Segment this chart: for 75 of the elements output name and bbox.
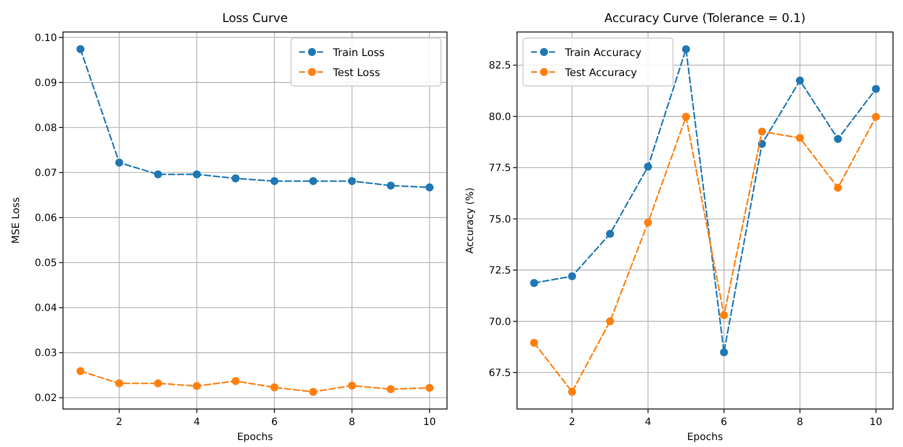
x-tick-label: 6 (271, 417, 278, 428)
y-tick-label: 67.5 (488, 368, 511, 380)
point (309, 388, 318, 396)
point (426, 384, 434, 392)
legend-label: Test Accuracy (564, 67, 637, 79)
y-tick-label: 0.02 (34, 393, 57, 404)
y-tick-label: 0.06 (34, 213, 57, 224)
point (606, 317, 614, 326)
chart-title: Loss Curve (222, 11, 288, 25)
point (644, 218, 652, 227)
x-tick-label: 8 (348, 417, 356, 428)
point (568, 388, 576, 396)
point (796, 76, 804, 85)
y-axis-title: Accuracy (%) (465, 187, 476, 254)
legend-label: Train Accuracy (564, 47, 642, 59)
point (796, 134, 804, 142)
point (530, 278, 538, 287)
point (568, 272, 576, 280)
x-tick-label: 8 (796, 417, 804, 428)
point (386, 182, 395, 190)
x-tick-label: 6 (720, 417, 728, 428)
point (644, 162, 652, 171)
point (834, 184, 842, 192)
x-tick-label: 10 (423, 417, 436, 428)
y-tick-label: 75.0 (488, 214, 511, 226)
point (426, 183, 434, 192)
y-tick-label: 80.0 (488, 112, 511, 123)
point (232, 174, 240, 182)
point (76, 45, 84, 54)
y-tick-label: 0.03 (34, 348, 57, 360)
point (270, 383, 278, 392)
y-tick-label: 0.05 (34, 258, 57, 270)
legend-label: Test Loss (332, 67, 380, 79)
y-axis-title: MSE Loss (11, 197, 22, 244)
x-axis-title: Epochs (687, 432, 723, 443)
point (872, 84, 880, 93)
y-tick-label: 0.10 (34, 32, 57, 44)
y-tick-label: 0.09 (34, 78, 57, 89)
x-tick-label: 2 (116, 417, 122, 428)
point (348, 177, 356, 186)
y-tick-label: 0.08 (34, 122, 57, 134)
point (834, 134, 842, 143)
legend-label: Train Loss (332, 47, 385, 59)
point (530, 338, 538, 347)
y-tick-label: 72.5 (488, 266, 511, 277)
x-tick-label: 4 (194, 417, 200, 428)
y-tick-label: 70.0 (488, 316, 511, 328)
point (115, 158, 124, 167)
point (720, 311, 728, 320)
y-tick-label: 82.5 (488, 60, 511, 72)
x-tick-label: 10 (870, 417, 882, 428)
point (232, 377, 240, 386)
point (76, 367, 84, 376)
point (758, 128, 766, 136)
chart-title: Accuracy Curve (Tolerance = 0.1) (604, 11, 806, 25)
point (270, 177, 278, 186)
point (115, 379, 124, 388)
point (154, 379, 162, 388)
y-tick-label: 0.04 (34, 303, 57, 314)
x-tick-label: 4 (644, 417, 652, 428)
x-axis-title: Epochs (237, 432, 273, 443)
y-tick-label: 77.5 (488, 163, 511, 174)
point (192, 382, 201, 390)
point (872, 112, 880, 121)
x-tick-label: 2 (568, 417, 576, 428)
point (309, 177, 318, 186)
point (192, 170, 201, 178)
y-tick-label: 0.07 (34, 168, 57, 180)
point (154, 170, 162, 178)
point (386, 385, 395, 394)
point (720, 348, 728, 356)
point (682, 112, 690, 121)
point (682, 45, 690, 54)
point (348, 382, 356, 390)
point (606, 230, 614, 238)
